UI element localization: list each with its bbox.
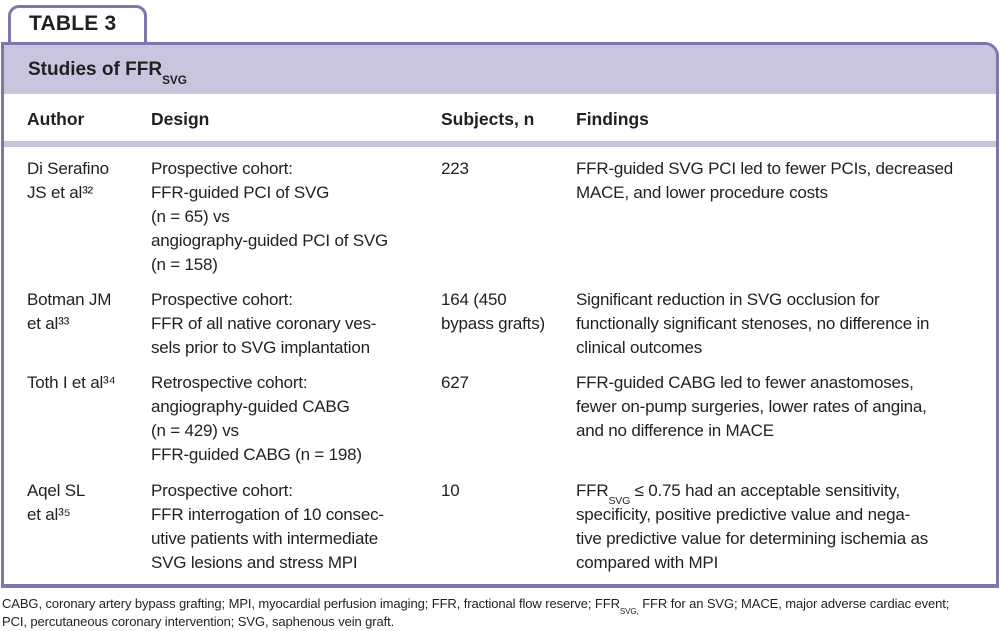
column-header-design: Design xyxy=(151,109,210,129)
table-row: Toth I et al³⁴ Retrospective cohort: ang… xyxy=(4,360,996,467)
findings-text: FFR-guided CABG led to fewer anastomoses… xyxy=(576,373,927,440)
table-footnote: CABG, coronary artery bypass grafting; M… xyxy=(2,595,998,630)
findings-text-pre: FFR xyxy=(576,481,609,500)
findings-text: FFR-guided SVG PCI led to fewer PCIs, de… xyxy=(576,159,954,202)
table-row: Di Serafino JS et al³² Prospective cohor… xyxy=(4,147,996,277)
author-cell: Aqel SL et al³⁵ xyxy=(27,481,86,524)
design-cell: Prospective cohort: FFR interrogation of… xyxy=(151,481,384,572)
design-cell: Retrospective cohort: angiography-guided… xyxy=(151,373,362,464)
table-title-subscript: SVG xyxy=(162,73,187,87)
subjects-cell: 223 xyxy=(441,159,469,178)
footnote-text-pre: CABG, coronary artery bypass grafting; M… xyxy=(2,596,620,611)
findings-subscript: SVG xyxy=(608,495,631,508)
design-cell: Prospective cohort: FFR-guided PCI of SV… xyxy=(151,159,389,274)
table-header-row: Author Design Subjects, n Findings xyxy=(4,94,996,141)
table-number-label: TABLE 3 xyxy=(29,12,117,35)
footnote-text-post: FFR for an SVG; MACE, major adverse card… xyxy=(2,596,950,629)
findings-cell: FFR-guided CABG led to fewer anastomoses… xyxy=(576,371,986,467)
findings-cell: FFRSVG ≤ 0.75 had an acceptable sensitiv… xyxy=(576,479,986,575)
table-row: Aqel SL et al³⁵ Prospective cohort: FFR … xyxy=(4,467,996,584)
findings-text: ≤ 0.75 had an acceptable sensitivity, sp… xyxy=(576,481,929,572)
author-cell: Toth I et al³⁴ xyxy=(27,373,116,392)
table-row: Botman JM et al³³ Prospective cohort: FF… xyxy=(4,277,996,360)
column-header-subjects: Subjects, n xyxy=(441,109,535,129)
findings-cell: FFR-guided SVG PCI led to fewer PCIs, de… xyxy=(576,157,986,277)
subjects-cell: 164 (450 bypass grafts) xyxy=(441,290,545,333)
column-header-author: Author xyxy=(27,109,85,129)
subjects-cell: 10 xyxy=(441,481,460,500)
table-title-band: Studies of FFRSVG xyxy=(4,45,996,94)
table-frame: Studies of FFRSVG Author Design Subjects… xyxy=(1,42,999,588)
subjects-cell: 627 xyxy=(441,373,469,392)
table-title-text: Studies of FFR xyxy=(28,59,163,80)
author-cell: Botman JM et al³³ xyxy=(27,290,112,333)
findings-text: Significant reduction in SVG occlusion f… xyxy=(576,290,930,357)
author-cell: Di Serafino JS et al³² xyxy=(27,159,109,202)
findings-cell: Significant reduction in SVG occlusion f… xyxy=(576,288,986,360)
footnote-subscript: SVG, xyxy=(619,607,639,617)
design-cell: Prospective cohort: FFR of all native co… xyxy=(151,290,377,357)
table-number-tab: TABLE 3 xyxy=(8,5,148,42)
header-separator-rule xyxy=(4,141,996,147)
column-header-findings: Findings xyxy=(576,109,649,129)
